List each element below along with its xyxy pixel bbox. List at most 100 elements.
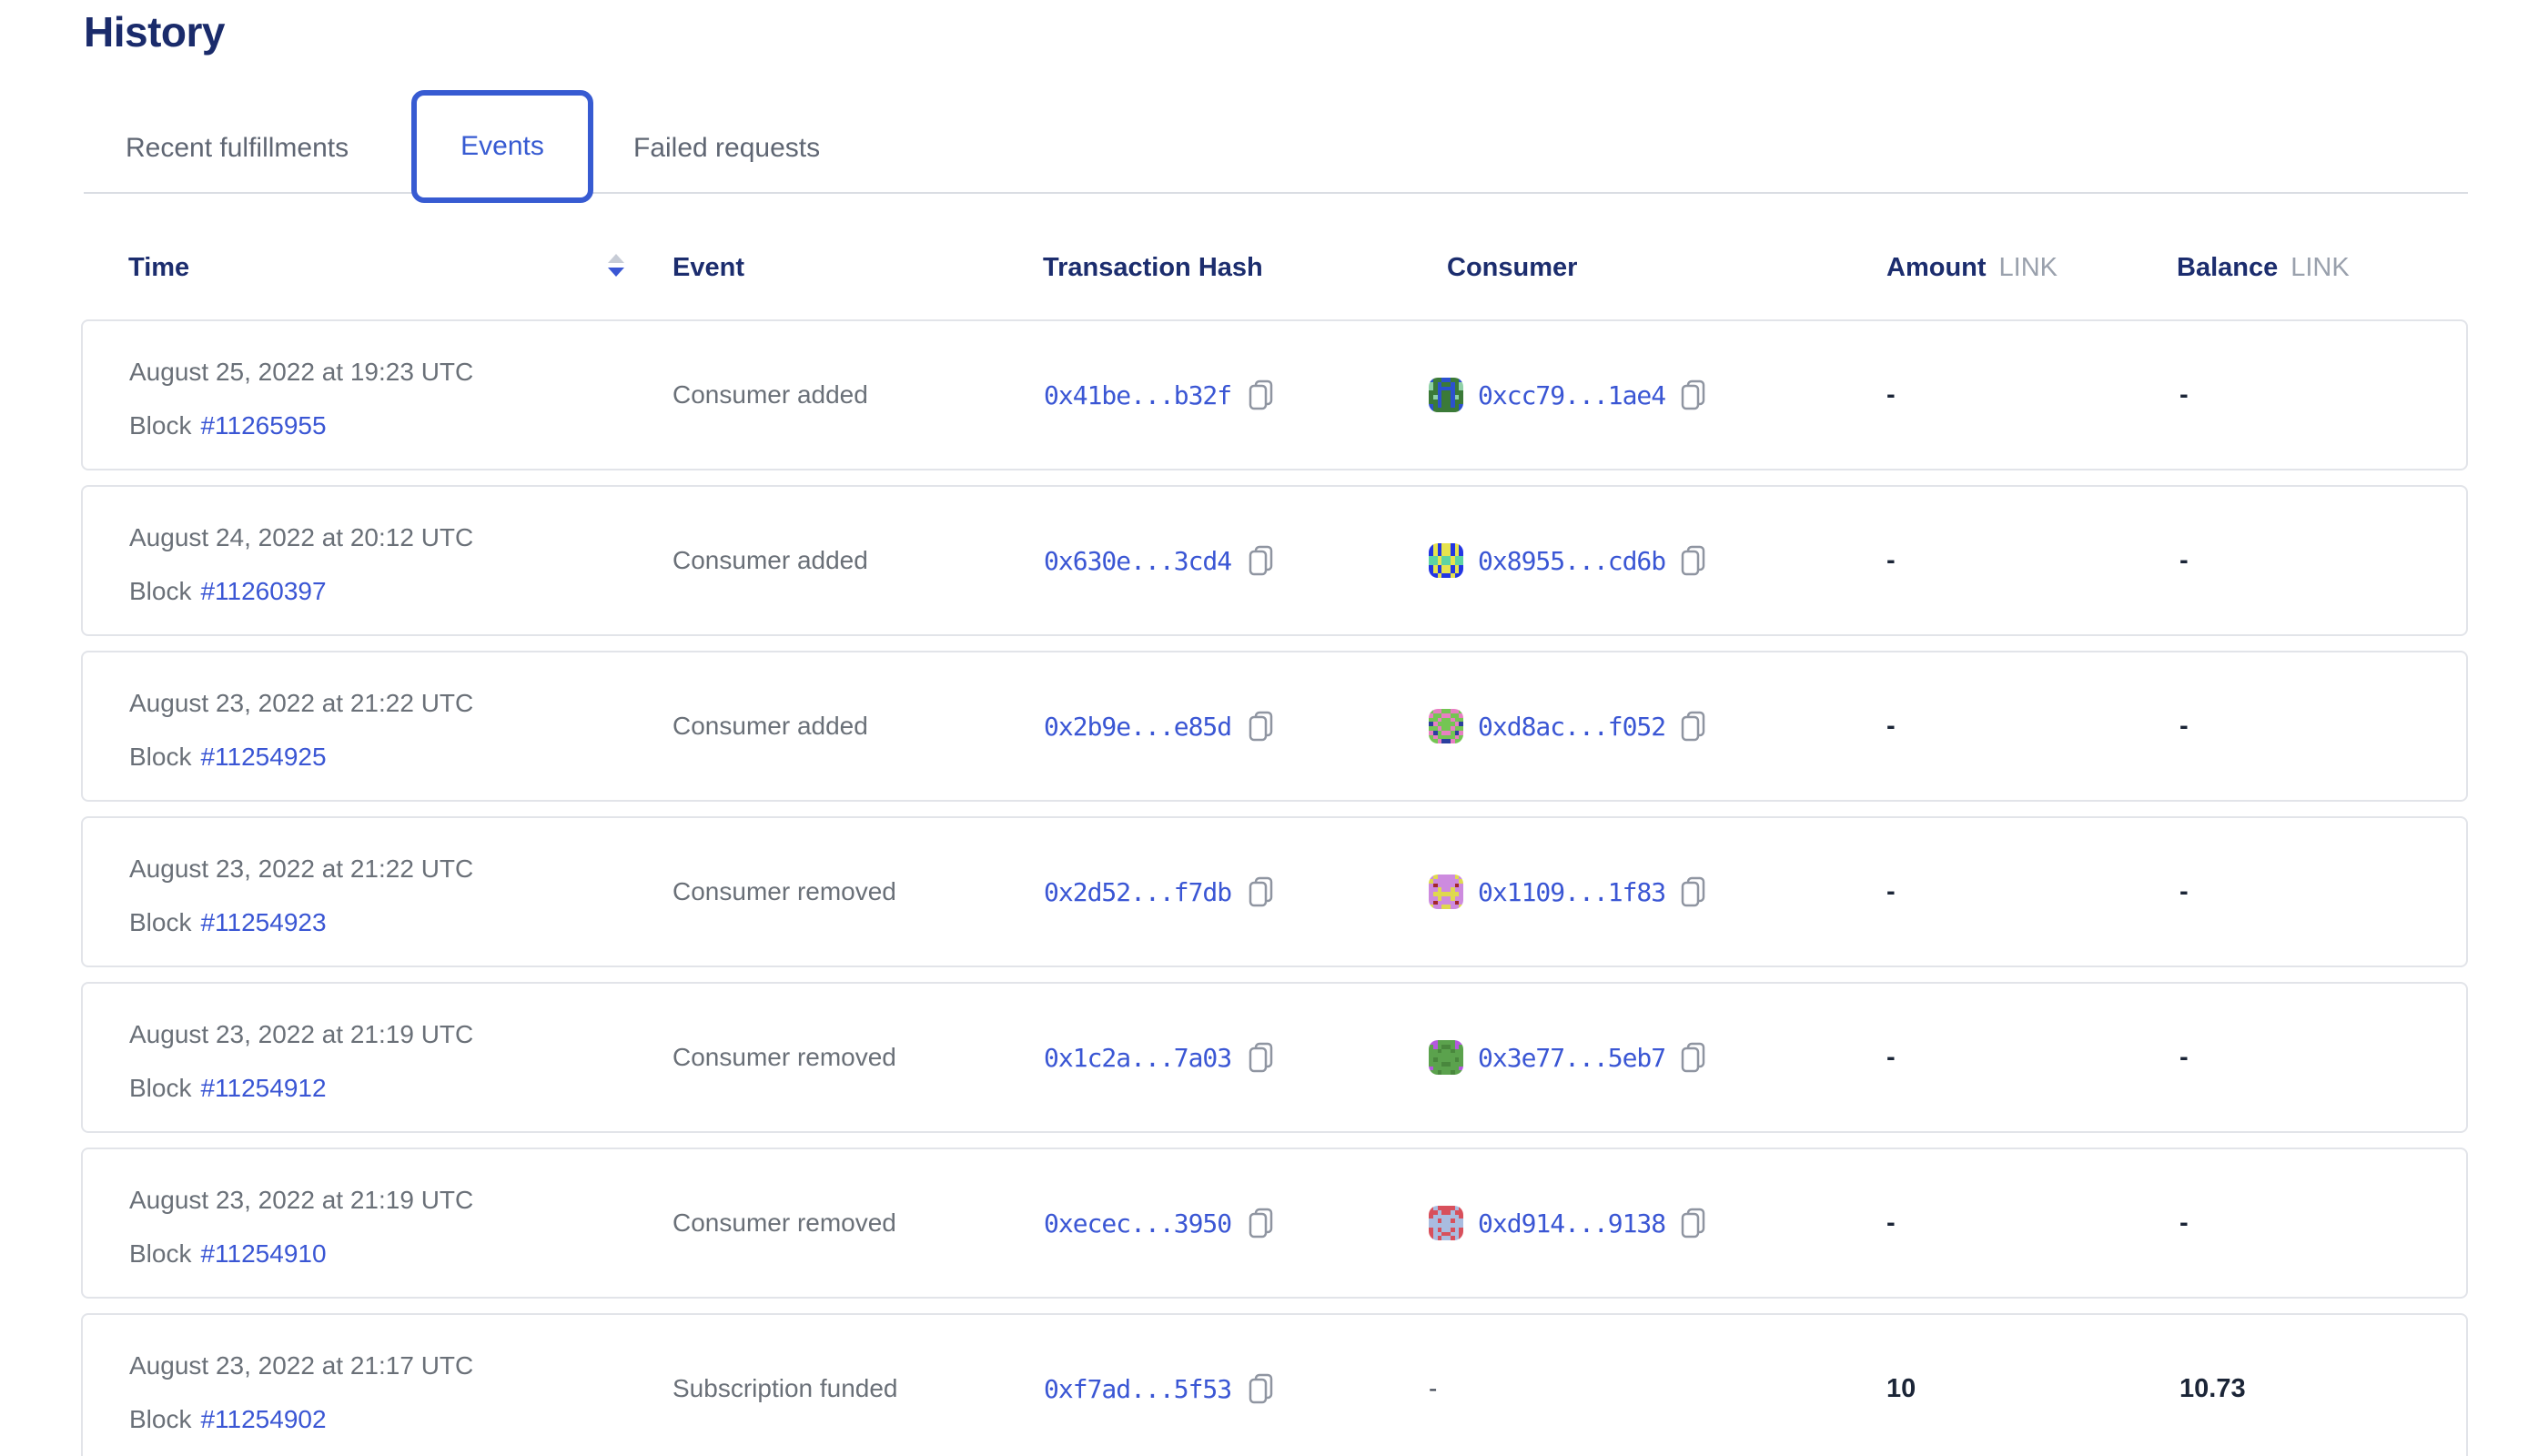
amount-value: - <box>1886 1042 1896 1072</box>
copy-icon[interactable] <box>1248 379 1275 411</box>
column-header-event: Event <box>672 253 744 282</box>
copy-icon[interactable] <box>1680 1041 1707 1074</box>
balance-cell: - <box>2179 321 2189 469</box>
amount-cell: - <box>1886 1149 1896 1297</box>
block-line: Block #11254912 <box>129 1074 473 1103</box>
copy-icon[interactable] <box>1248 1041 1275 1074</box>
copy-icon[interactable] <box>1680 710 1707 743</box>
row-timestamp: August 23, 2022 at 21:17 UTC <box>129 1351 474 1380</box>
consumer-address-link[interactable]: 0x1109...1f83 <box>1478 876 1666 907</box>
balance-label: Balance <box>2177 253 2279 282</box>
balance-value: - <box>2179 1042 2189 1072</box>
transaction-hash-link[interactable]: 0xf7ad...5f53 <box>1044 1373 1232 1404</box>
amount-value: - <box>1886 1208 1896 1238</box>
event-type: Consumer added <box>672 712 868 740</box>
row-timestamp: August 25, 2022 at 19:23 UTC <box>129 358 474 386</box>
block-number-link[interactable]: #11265955 <box>200 411 327 440</box>
block-number-link[interactable]: #11254925 <box>200 743 327 771</box>
copy-icon[interactable] <box>1248 710 1275 743</box>
block-number-link[interactable]: #11254923 <box>200 908 327 936</box>
table-row: August 23, 2022 at 21:19 UTC Block #11254… <box>81 1148 2468 1299</box>
copy-icon[interactable] <box>1248 875 1275 908</box>
balance-cell: - <box>2179 984 2189 1131</box>
event-cell: Consumer added <box>672 487 868 634</box>
copy-icon[interactable] <box>1680 379 1707 411</box>
consumer-cell: - <box>1429 1315 1437 1456</box>
block-line: Block #11254910 <box>129 1239 473 1269</box>
consumer-address-link[interactable]: 0xd8ac...f052 <box>1478 711 1666 742</box>
block-label: Block <box>129 743 192 771</box>
tab-recent-fulfillments[interactable]: Recent fulfillments <box>126 133 349 163</box>
copy-icon[interactable] <box>1680 544 1707 577</box>
transaction-hash-link[interactable]: 0x1c2a...7a03 <box>1044 1042 1232 1073</box>
balance-cell: - <box>2179 487 2189 634</box>
copy-icon[interactable] <box>1680 1207 1707 1239</box>
transaction-hash-link[interactable]: 0x41be...b32f <box>1044 379 1232 410</box>
event-type: Consumer removed <box>672 1043 896 1071</box>
balance-cell: - <box>2179 1149 2189 1297</box>
time-cell: August 24, 2022 at 20:12 UTC Block #11260… <box>129 523 473 606</box>
consumer-cell: 0x1109...1f83 <box>1429 818 1707 966</box>
time-cell: August 25, 2022 at 19:23 UTC Block #11265… <box>129 358 473 440</box>
consumer-address-link[interactable]: 0xd914...9138 <box>1478 1208 1666 1239</box>
balance-value: - <box>2179 379 2189 410</box>
consumer-cell: 0xcc79...1ae4 <box>1429 321 1707 469</box>
table-row: August 24, 2022 at 20:12 UTC Block #11260… <box>81 485 2468 636</box>
time-cell: August 23, 2022 at 21:22 UTC Block #11254… <box>129 689 473 772</box>
amount-cell: 10 <box>1886 1315 1916 1456</box>
consumer-address-link[interactable]: 0x8955...cd6b <box>1478 545 1666 576</box>
block-line: Block #11260397 <box>129 577 473 606</box>
event-cell: Subscription funded <box>672 1315 898 1456</box>
column-header-time[interactable]: Time <box>128 253 190 282</box>
event-type: Consumer removed <box>672 877 896 905</box>
copy-icon[interactable] <box>1248 544 1275 577</box>
tab-events[interactable]: Events <box>411 90 593 203</box>
transaction-hash-cell: 0xecec...3950 <box>1044 1149 1275 1297</box>
table-row: August 23, 2022 at 21:22 UTC Block #11254… <box>81 651 2468 802</box>
block-label: Block <box>129 411 192 440</box>
balance-unit-label: LINK <box>2290 253 2350 282</box>
event-cell: Consumer removed <box>672 818 896 966</box>
row-timestamp: August 23, 2022 at 21:22 UTC <box>129 854 474 883</box>
balance-cell: - <box>2179 652 2189 800</box>
amount-value: - <box>1886 379 1896 410</box>
time-cell: August 23, 2022 at 21:22 UTC Block #11254… <box>129 854 473 937</box>
block-number-link[interactable]: #11260397 <box>200 577 327 605</box>
balance-value: - <box>2179 711 2189 741</box>
transaction-hash-link[interactable]: 0x2b9e...e85d <box>1044 711 1232 742</box>
consumer-identicon <box>1429 1206 1463 1240</box>
block-number-link[interactable]: #11254910 <box>200 1239 327 1268</box>
event-type: Subscription funded <box>672 1374 898 1402</box>
block-number-link[interactable]: #11254912 <box>200 1074 327 1102</box>
consumer-empty-dash: - <box>1429 1374 1438 1402</box>
block-line: Block #11254902 <box>129 1405 473 1434</box>
copy-icon[interactable] <box>1680 875 1707 908</box>
consumer-identicon <box>1429 378 1463 412</box>
row-timestamp: August 23, 2022 at 21:19 UTC <box>129 1186 474 1214</box>
consumer-address-link[interactable]: 0x3e77...5eb7 <box>1478 1042 1666 1073</box>
sort-down-arrow <box>608 268 624 277</box>
copy-icon[interactable] <box>1248 1207 1275 1239</box>
amount-cell: - <box>1886 487 1896 634</box>
consumer-cell: 0x3e77...5eb7 <box>1429 984 1707 1131</box>
consumer-address-link[interactable]: 0xcc79...1ae4 <box>1478 379 1666 410</box>
consumer-cell: 0xd914...9138 <box>1429 1149 1707 1297</box>
transaction-hash-cell: 0x1c2a...7a03 <box>1044 984 1275 1131</box>
balance-value: 10.73 <box>2179 1373 2246 1403</box>
transaction-hash-link[interactable]: 0x630e...3cd4 <box>1044 545 1232 576</box>
copy-icon[interactable] <box>1248 1372 1275 1405</box>
column-header-transaction-hash: Transaction Hash <box>1043 253 1263 282</box>
block-label: Block <box>129 577 192 605</box>
tab-failed-requests[interactable]: Failed requests <box>633 133 821 163</box>
amount-label: Amount <box>1886 253 1987 282</box>
transaction-hash-link[interactable]: 0x2d52...f7db <box>1044 876 1232 907</box>
amount-value: - <box>1886 711 1896 741</box>
event-cell: Consumer added <box>672 321 868 469</box>
consumer-identicon <box>1429 543 1463 578</box>
sort-descending-icon[interactable] <box>608 254 624 287</box>
page-title: History <box>84 8 225 56</box>
transaction-hash-link[interactable]: 0xecec...3950 <box>1044 1208 1232 1239</box>
event-type: Consumer added <box>672 380 868 409</box>
block-number-link[interactable]: #11254902 <box>200 1405 327 1433</box>
block-label: Block <box>129 1405 192 1433</box>
